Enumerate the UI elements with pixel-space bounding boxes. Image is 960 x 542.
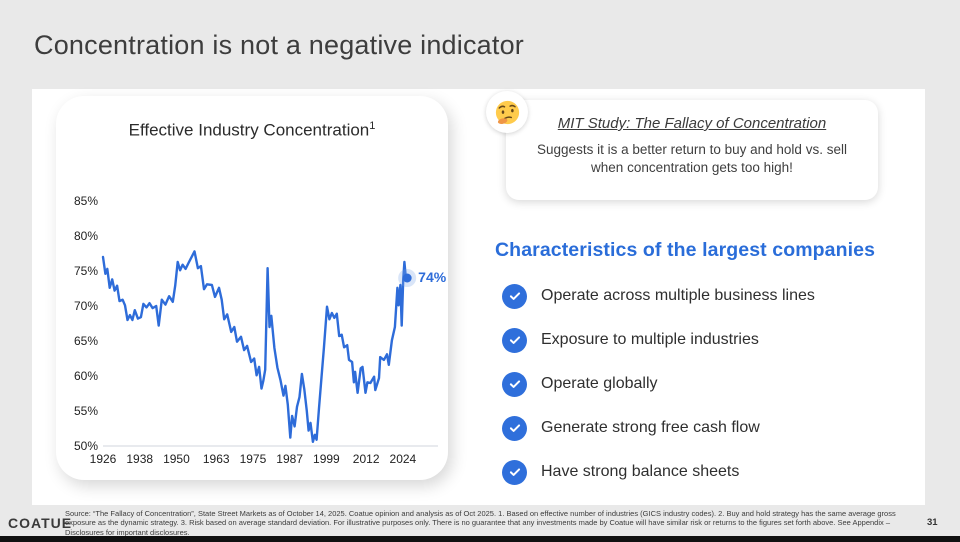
x-axis-tick-label: 1975	[239, 452, 267, 466]
y-axis-tick-label: 85%	[73, 194, 98, 208]
y-axis-tick-label: 80%	[73, 229, 98, 243]
check-icon	[502, 371, 527, 397]
checklist-item: Operate across multiple business lines	[502, 274, 902, 318]
end-value-label: 74%	[418, 269, 447, 285]
chart-title: Effective Industry Concentration1	[56, 120, 448, 141]
check-icon	[502, 283, 527, 309]
chart-title-footnote-marker: 1	[369, 120, 376, 132]
checklist-item-label: Exposure to multiple industries	[541, 331, 759, 348]
y-axis-tick-label: 70%	[73, 299, 98, 313]
x-axis-tick-label: 1999	[313, 452, 340, 466]
line-chart: 85% 80% 75% 70% 65% 60% 55% 50% 1926 1938 1950 1963…	[56, 96, 448, 480]
checklist-item: Operate globally	[502, 362, 902, 406]
checklist-item-label: Operate across multiple business lines	[541, 287, 815, 304]
check-icon	[502, 459, 527, 485]
callout-title: MIT Study: The Fallacy of Concentration	[557, 115, 827, 132]
check-icon	[502, 327, 527, 353]
concentration-line-series	[101, 250, 409, 443]
checklist-item-label: Have strong balance sheets	[541, 463, 740, 480]
checklist-item: Have strong balance sheets	[502, 450, 902, 494]
footer-source-text: Source: “The Fallacy of Concentration”, …	[65, 509, 896, 537]
chart-canvas	[101, 250, 438, 447]
slide-title: Concentration is not a negative indicato…	[34, 30, 524, 60]
callout-body: Suggests it is a better return to buy an…	[537, 142, 847, 175]
y-axis-tick-label: 50%	[73, 439, 98, 453]
y-axis-tick-label: 75%	[73, 264, 98, 278]
page-number: 31	[927, 517, 938, 528]
x-axis-tick-label: 1987	[276, 452, 303, 466]
check-icon	[502, 415, 527, 441]
chart-card: Effective Industry Concentration1 85% 80%…	[56, 96, 448, 480]
x-axis-tick-label: 1950	[163, 452, 190, 466]
bottom-black-bar	[0, 536, 960, 542]
checklist-item-label: Generate strong free cash flow	[541, 419, 760, 436]
checklist-item: Generate strong free cash flow	[502, 406, 902, 450]
mit-study-callout: MIT Study: The Fallacy of Concentration …	[506, 100, 878, 200]
x-axis-tick-label: 2012	[352, 452, 380, 466]
x-axis-tick-label: 1938	[126, 452, 154, 466]
x-axis-tick-label: 2024	[389, 452, 417, 466]
thinking-emoji-badge	[486, 91, 528, 133]
y-axis-tick-label: 55%	[73, 404, 98, 418]
y-axis-tick-label: 60%	[73, 369, 98, 383]
chart-title-text: Effective Industry Concentration	[128, 120, 370, 140]
characteristics-heading: Characteristics of the largest companies	[495, 239, 876, 261]
characteristics-checklist: Operate across multiple business lines Ex…	[502, 274, 902, 494]
end-point-dot	[402, 273, 412, 283]
thinking-face-icon	[495, 100, 519, 124]
x-axis-tick-label: 1963	[202, 452, 230, 466]
x-axis-tick-label: 1926	[89, 452, 117, 466]
y-axis-tick-label: 65%	[73, 334, 98, 348]
checklist-item: Exposure to multiple industries	[502, 318, 902, 362]
checklist-item-label: Operate globally	[541, 375, 658, 392]
coatue-logo: COATUE	[8, 515, 73, 531]
